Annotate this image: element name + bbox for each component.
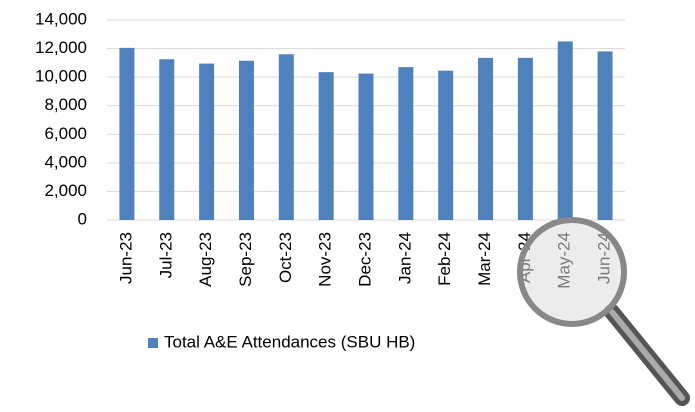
bar bbox=[359, 74, 374, 220]
bar bbox=[438, 71, 453, 220]
x-tick-label: Dec-23 bbox=[355, 232, 374, 287]
y-tick-label: 0 bbox=[78, 209, 87, 228]
legend-swatch bbox=[148, 338, 158, 348]
bar bbox=[199, 64, 214, 220]
bar bbox=[478, 58, 493, 220]
y-tick-label: 6,000 bbox=[44, 124, 87, 143]
x-tick-label: Oct-23 bbox=[276, 232, 295, 283]
x-tick-label: Sep-23 bbox=[236, 232, 255, 287]
y-tick-label: 2,000 bbox=[44, 181, 87, 200]
y-tick-label: 12,000 bbox=[35, 38, 87, 57]
x-tick-label: Jan-24 bbox=[395, 232, 414, 284]
bar bbox=[159, 59, 174, 220]
bar bbox=[279, 54, 294, 220]
legend-label: Total A&E Attendances (SBU HB) bbox=[164, 332, 415, 351]
y-tick-label: 10,000 bbox=[35, 67, 87, 86]
x-tick-label: Feb-24 bbox=[435, 232, 454, 286]
x-tick-label: Aug-23 bbox=[196, 232, 215, 287]
x-tick-label: Nov-23 bbox=[316, 232, 335, 287]
magnifier-handle-shine bbox=[612, 312, 682, 398]
bar bbox=[119, 48, 134, 220]
bar bbox=[319, 72, 334, 220]
y-tick-label: 14,000 bbox=[35, 9, 87, 28]
bar bbox=[239, 61, 254, 220]
bar bbox=[598, 51, 613, 220]
chart: 0 2,000 4,000 6,000 8,000 10,000 12,000 14,000 J… bbox=[0, 0, 695, 412]
x-tick-label: Jul-23 bbox=[156, 232, 175, 278]
bar bbox=[398, 67, 413, 220]
magnifier bbox=[520, 220, 682, 398]
magnifier-lens bbox=[520, 220, 624, 324]
y-tick-label: 4,000 bbox=[44, 152, 87, 171]
bar bbox=[518, 58, 533, 220]
x-tick-label: Jun-23 bbox=[116, 232, 135, 284]
x-tick-label: Mar-24 bbox=[475, 232, 494, 286]
bar bbox=[558, 41, 573, 220]
y-tick-label: 8,000 bbox=[44, 95, 87, 114]
